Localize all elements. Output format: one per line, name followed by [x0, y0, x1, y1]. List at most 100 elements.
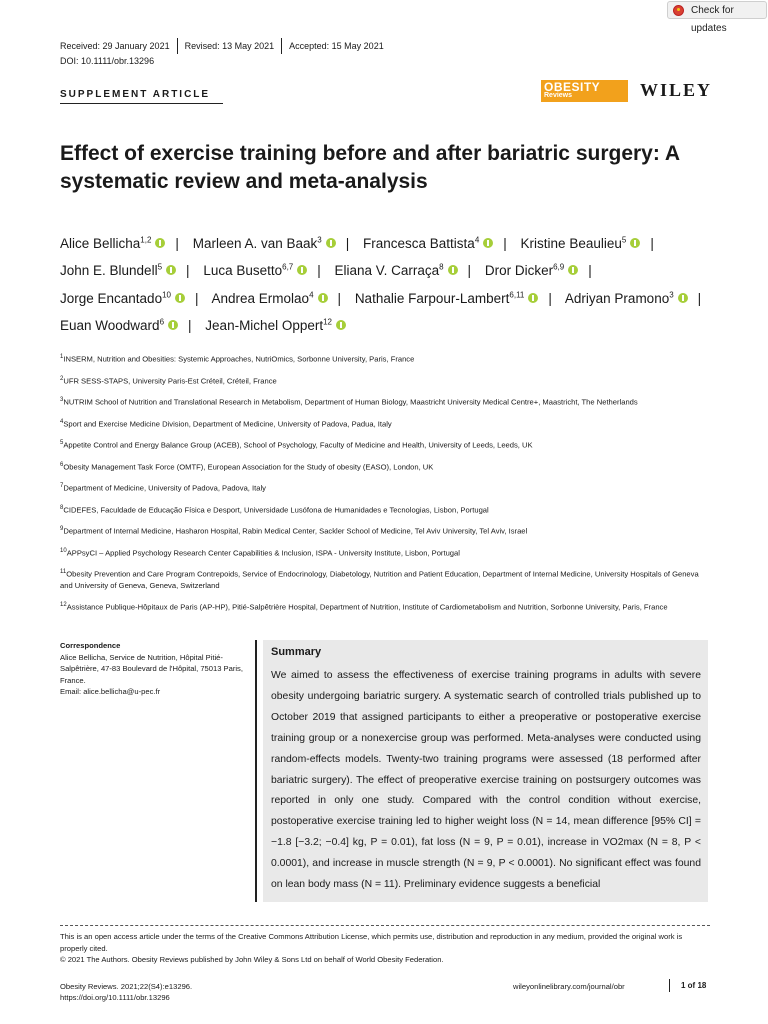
- author-name-text: Adriyan Pramono: [564, 290, 670, 306]
- author-separator: |: [467, 263, 472, 278]
- affiliation-text: CIDEFES, Faculdade de Educação Física e …: [63, 505, 489, 515]
- author-separator: |: [548, 290, 552, 306]
- affiliation-list: 1INSERM, Nutrition and Obesities: System…: [60, 352, 710, 621]
- affiliation-number: 8: [60, 504, 64, 511]
- author-affiliation-ref: 6,7: [282, 262, 294, 272]
- author-affiliation-ref: 12: [323, 317, 333, 327]
- affiliation-number: 9: [60, 526, 64, 533]
- author-affiliation-ref: 3: [317, 235, 322, 244]
- affiliation: 3NUTRIM School of Nutrition and Translat…: [60, 395, 710, 408]
- affiliation: 2UFR SESS-STAPS, University Paris-Est Cr…: [60, 374, 710, 387]
- check-for-updates-button[interactable]: Check for updates: [667, 1, 767, 34]
- summary-text: We aimed to assess the effectiveness of …: [271, 670, 701, 891]
- author-name[interactable]: John E. Blundell5: [60, 263, 177, 278]
- author-name[interactable]: Marleen A. van Baak3: [192, 235, 336, 251]
- orcid-icon[interactable]: [483, 237, 494, 248]
- doi[interactable]: DOI: 10.1111/obr.13296: [60, 56, 155, 66]
- author-name[interactable]: Adriyan Pramono3: [564, 290, 688, 306]
- author-separator: |: [175, 235, 179, 251]
- affiliation-number: 2: [60, 375, 64, 382]
- author-name[interactable]: Nathalie Farpour-Lambert6,11: [355, 290, 539, 306]
- orcid-icon[interactable]: [528, 292, 539, 303]
- affiliation-number: 10: [60, 547, 67, 554]
- author-name-text: Dror Dicker: [484, 263, 554, 278]
- copyright-text: © 2021 The Authors. Obesity Reviews publ…: [60, 955, 444, 964]
- author-name[interactable]: Dror Dicker6,9: [484, 263, 579, 278]
- affiliation: 10APPsyCI – Applied Psychology Research …: [60, 546, 710, 559]
- affiliation-number: 7: [60, 483, 64, 490]
- affiliation: 12Assistance Publique-Hôpitaux de Paris …: [60, 600, 710, 613]
- affiliation: 1INSERM, Nutrition and Obesities: System…: [60, 352, 710, 365]
- affiliation-text: Sport and Exercise Medicine Division, De…: [63, 419, 392, 429]
- correspondence-heading: Correspondence: [60, 641, 121, 650]
- orcid-icon[interactable]: [166, 265, 177, 275]
- author-name[interactable]: Jorge Encantado10: [60, 290, 185, 306]
- author-name[interactable]: Kristine Beaulieu5: [521, 235, 641, 251]
- author-separator: |: [188, 318, 192, 333]
- author-separator: |: [345, 235, 350, 251]
- affiliation-number: 12: [60, 601, 67, 608]
- citation: Obesity Reviews. 2021;22(S4):e13296.: [60, 982, 193, 991]
- author-name[interactable]: Eliana V. Carraça8: [335, 263, 458, 278]
- author-name-text: Jorge Encantado: [60, 290, 163, 306]
- affiliation: 9Department of Internal Medicine, Hashar…: [60, 524, 710, 537]
- author-affiliation-ref: 6: [159, 317, 165, 327]
- doi-link[interactable]: https://doi.org/10.1111/obr.13296: [60, 993, 170, 1002]
- orcid-icon[interactable]: [677, 292, 688, 303]
- orcid-icon[interactable]: [568, 265, 579, 275]
- divider: [281, 38, 283, 54]
- affiliation: 4Sport and Exercise Medicine Division, D…: [60, 417, 710, 430]
- accepted-date: Accepted: 15 May 2021: [289, 41, 384, 51]
- orcid-icon[interactable]: [174, 292, 185, 303]
- summary-heading: Summary: [271, 646, 322, 658]
- author-affiliation-ref: 1,2: [140, 235, 152, 244]
- author-separator: |: [186, 263, 190, 278]
- affiliation-number: 1: [60, 354, 64, 360]
- affiliation-number: 6: [60, 461, 64, 468]
- author-name[interactable]: Luca Busetto6,7: [203, 262, 308, 278]
- crossmark-icon: [673, 5, 684, 16]
- journal-site-link[interactable]: wileyonlinelibrary.com/journal/obr: [513, 982, 625, 991]
- affiliation: 8CIDEFES, Faculdade de Educação Física e…: [60, 503, 710, 516]
- author-name[interactable]: Francesca Battista4: [363, 235, 494, 251]
- author-affiliation-ref: 6,11: [509, 290, 525, 299]
- author-name-text: Eliana V. Carraça: [334, 263, 440, 278]
- author-name[interactable]: Euan Woodward6: [60, 317, 179, 333]
- journal-logo-title: OBESITY: [544, 80, 601, 94]
- author-name[interactable]: Jean-Michel Oppert12: [205, 317, 347, 333]
- article-dates: Received: 29 January 2021 Revised: 13 Ma…: [60, 38, 384, 54]
- affiliation-text: Department of Medicine, University of Pa…: [63, 483, 266, 493]
- affiliation-text: Obesity Management Task Force (OMTF), Eu…: [63, 462, 434, 472]
- footer-citation: Obesity Reviews. 2021;22(S4):e13296. htt…: [60, 981, 192, 1003]
- received-date: Received: 29 January 2021: [60, 41, 170, 51]
- author-separator: |: [588, 263, 592, 278]
- author-separator: |: [503, 235, 507, 251]
- author-name[interactable]: Alice Bellicha1,2: [60, 235, 166, 251]
- summary-box: Summary We aimed to assess the effective…: [263, 640, 708, 902]
- author-affiliation-ref: 4: [309, 290, 314, 299]
- orcid-icon[interactable]: [155, 237, 166, 248]
- author-name[interactable]: Andrea Ermolao4: [212, 290, 328, 306]
- orcid-icon[interactable]: [336, 320, 347, 330]
- author-affiliation-ref: 3: [669, 290, 674, 299]
- author-affiliation-ref: 5: [621, 235, 627, 244]
- author-affiliation-ref: 8: [439, 262, 444, 272]
- correspondence: Correspondence Alice Bellicha, Service d…: [60, 640, 245, 698]
- affiliation: 5Appetite Control and Energy Balance Gro…: [60, 438, 710, 451]
- journal-logo-subtitle: Reviews: [544, 92, 573, 99]
- author-name-text: Marleen A. van Baak: [192, 235, 318, 251]
- orcid-icon[interactable]: [447, 265, 458, 275]
- orcid-icon[interactable]: [168, 320, 179, 330]
- orcid-icon[interactable]: [297, 265, 308, 275]
- check-for-updates-label: Check for updates: [691, 5, 734, 34]
- correspondence-email[interactable]: Email: alice.bellicha@u-pec.fr: [60, 687, 161, 696]
- orcid-icon[interactable]: [317, 292, 328, 303]
- affiliation-text: Obesity Prevention and Care Program Cont…: [60, 569, 699, 590]
- divider: [176, 38, 178, 54]
- publisher-logo: WILEY: [640, 80, 713, 100]
- author-name-text: Euan Woodward: [60, 318, 160, 333]
- orcid-icon[interactable]: [325, 237, 336, 248]
- affiliation: 6Obesity Management Task Force (OMTF), E…: [60, 460, 710, 473]
- orcid-icon[interactable]: [630, 237, 641, 248]
- author-name-text: Luca Busetto: [203, 263, 283, 278]
